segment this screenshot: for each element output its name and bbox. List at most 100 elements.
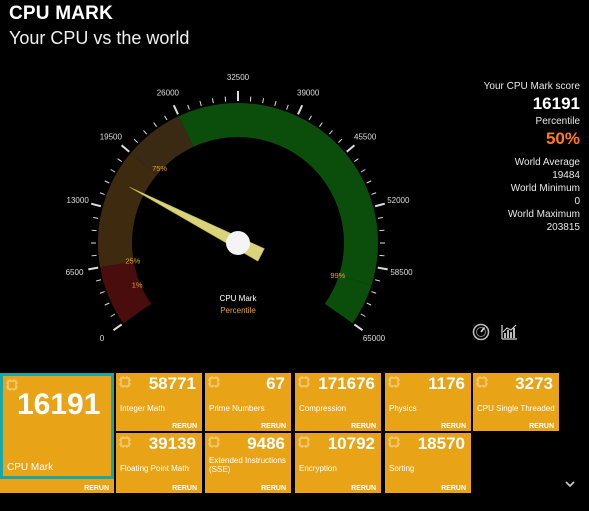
page-title: CPU MARK	[9, 3, 113, 24]
benchmark-tile-value: 3273	[515, 374, 553, 393]
gauge-band	[98, 153, 157, 268]
benchmark-tile[interactable]: 67 Prime Numbers RERUN	[205, 373, 291, 431]
gauge-minor-tick	[153, 122, 157, 127]
gauge-tick-label: 58500	[390, 268, 413, 277]
score-value: 16191	[532, 94, 580, 113]
benchmark-tile-label: Physics	[389, 404, 417, 413]
gauge-minor-tick	[143, 130, 148, 135]
benchmark-tile-label: Extended Instructions (SSE)	[209, 456, 286, 474]
gauge-minor-tick	[110, 313, 116, 317]
world-minimum-label: World Minimum	[510, 183, 580, 194]
rerun-button[interactable]: RERUN	[172, 485, 197, 492]
cpu-chip-icon	[119, 376, 131, 388]
rerun-button[interactable]: RERUN	[351, 485, 376, 492]
gauge-minor-tick	[274, 100, 277, 106]
benchmark-tile-label: Floating Point Math	[120, 464, 189, 473]
gauge-band	[324, 275, 372, 324]
gauge-major-tick	[88, 266, 99, 271]
gauge-major-tick	[374, 202, 386, 208]
benchmark-tile[interactable]: 1176 Physics RERUN	[385, 373, 471, 431]
benchmark-tile-value: 67	[266, 374, 285, 393]
benchmark-tile[interactable]: 18570 Sorting RERUN	[385, 433, 471, 493]
gauge-minor-tick	[371, 291, 377, 294]
gauge-band-label: 75%	[152, 164, 167, 173]
benchmark-tile-label: CPU Single Threaded	[477, 404, 555, 413]
cpu-chip-icon	[298, 376, 310, 388]
benchmark-tile[interactable]: 171676 Compression RERUN	[295, 373, 381, 431]
gauge-minor-tick	[286, 104, 289, 110]
cpu-chip-icon	[208, 436, 220, 448]
rerun-button[interactable]: RERUN	[261, 423, 286, 430]
cpu-mark-tile[interactable]: 16191 CPU Mark	[0, 373, 114, 479]
world-average-value: 19484	[552, 170, 580, 181]
gauge-band	[100, 261, 152, 324]
cpu-chip-icon	[388, 376, 400, 388]
gauge-minor-tick	[377, 216, 383, 219]
gauge-major-tick	[112, 323, 123, 332]
gauge-minor-tick	[360, 313, 366, 317]
gauge-tick-label: 19500	[100, 132, 123, 141]
world-average-label: World Average	[514, 157, 580, 168]
gauge-tick-label: 0	[100, 334, 105, 343]
gauge-tick-label: 26000	[157, 89, 180, 98]
world-minimum-value: 0	[574, 196, 580, 207]
cpu-mark-tile-value: 16191	[17, 388, 101, 421]
gauge-band	[178, 102, 379, 286]
gauge-tick-label: 65000	[363, 334, 386, 343]
benchmark-tile[interactable]: 3273 CPU Single Threaded RERUN	[473, 373, 559, 431]
gauge-major-tick	[346, 144, 356, 153]
gauge-minor-tick	[104, 180, 110, 184]
cpu-mark-tile-label: CPU Mark	[7, 462, 54, 473]
score-stats-panel: Your CPU Mark score 16191 Percentile 50%…	[484, 80, 580, 234]
gauge-minor-tick	[262, 98, 265, 104]
gauge-major-tick	[90, 202, 102, 208]
benchmark-tile-label: Sorting	[389, 464, 415, 473]
benchmark-tile[interactable]: 39139 Floating Point Math RERUN	[116, 433, 202, 493]
gauge-tick-label: 52000	[387, 196, 410, 205]
gauge-hub	[226, 231, 250, 255]
rerun-button[interactable]: RERUN	[441, 423, 466, 430]
cpu-mark-gauge: 0 6500 13000 19500 26000 32500 39000 45500 52000…	[66, 73, 414, 343]
gauge-minor-tick	[117, 158, 122, 162]
score-label: Your CPU Mark score	[483, 81, 580, 92]
gauge-minor-tick	[354, 158, 359, 162]
benchmark-tile[interactable]: 9486 Extended Instructions (SSE) RERUN	[205, 433, 291, 493]
chart-icon[interactable]	[500, 323, 518, 341]
gauge-major-tick	[297, 104, 304, 115]
rerun-button[interactable]: RERUN	[441, 485, 466, 492]
gauge-minor-tick	[319, 122, 323, 127]
gauge-minor-tick	[93, 216, 99, 219]
gauge-center-label: CPU Mark	[220, 294, 258, 303]
benchmark-tile-value: 58771	[148, 374, 196, 393]
rerun-button[interactable]: RERUN	[261, 485, 286, 492]
world-maximum-label: World Maximum	[507, 209, 580, 220]
cpu-chip-icon	[119, 436, 131, 448]
gauge-minor-tick	[308, 115, 312, 121]
cpu-chip-icon	[208, 376, 220, 388]
gauge-tick-label: 6500	[66, 268, 84, 277]
gauge-minor-tick	[164, 115, 168, 121]
benchmark-tile-value: 39139	[148, 434, 196, 453]
world-maximum-value: 203815	[546, 222, 580, 233]
benchmark-tile-value: 171676	[318, 374, 375, 393]
cpu-mark-rerun-button[interactable]: RERUN	[84, 485, 109, 492]
benchmark-tile-value: 10792	[327, 434, 375, 453]
gauge-minor-tick	[366, 180, 372, 184]
rerun-button[interactable]: RERUN	[172, 423, 197, 430]
cpu-chip-icon	[476, 376, 488, 388]
gauge-minor-tick	[338, 138, 343, 143]
gauge-major-tick	[377, 266, 388, 271]
rerun-button[interactable]: RERUN	[351, 423, 376, 430]
benchmark-tile-label: Integer Math	[120, 404, 165, 413]
gauge-minor-tick	[360, 169, 366, 173]
gauge-tick-label: 45500	[354, 132, 377, 141]
benchmark-tile[interactable]: 58771 Integer Math RERUN	[116, 373, 202, 431]
chevron-down-icon[interactable]	[564, 478, 576, 490]
benchmark-tile[interactable]: 10792 Encryption RERUN	[295, 433, 381, 493]
gauge-minor-tick	[211, 98, 214, 104]
speedometer-icon[interactable]	[472, 323, 490, 341]
gauge-band	[130, 116, 194, 175]
cpu-mark-rerun-strip: RERUN	[0, 479, 114, 493]
benchmark-tile-value: 1176	[428, 374, 465, 393]
rerun-button[interactable]: RERUN	[529, 423, 554, 430]
